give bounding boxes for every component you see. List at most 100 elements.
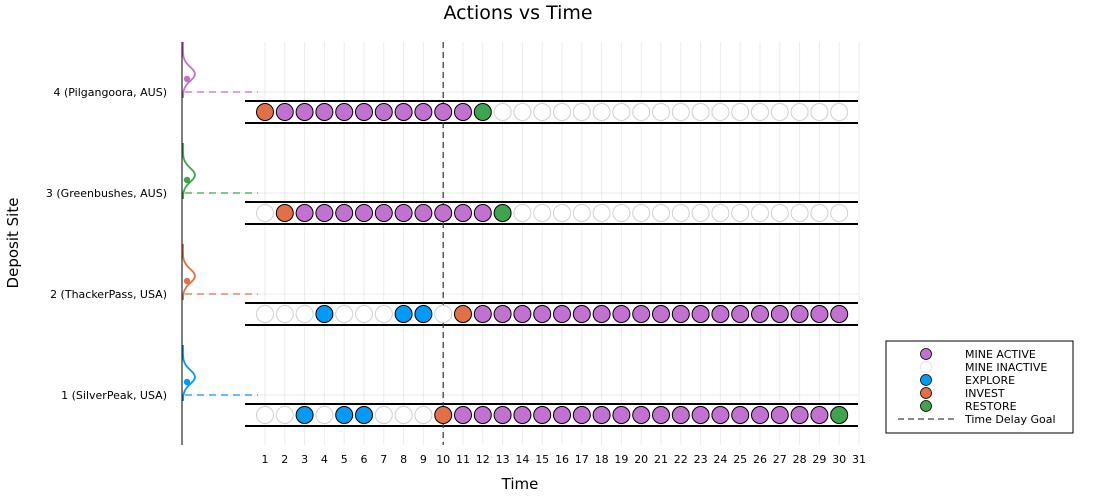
action-marker-site1-t28 <box>790 406 809 424</box>
x-tick-label: 21 <box>654 453 668 466</box>
action-marker-site4-t21 <box>652 103 670 121</box>
action-marker-site1-t4 <box>315 406 334 424</box>
action-marker-site1-t5 <box>335 406 354 424</box>
action-marker-site2-t29 <box>810 305 829 323</box>
x-axis-title: Time <box>501 475 539 493</box>
action-marker-site2-t4 <box>315 305 334 323</box>
action-marker-site3-t9 <box>414 204 433 222</box>
action-marker-site2-t12 <box>473 305 492 323</box>
action-marker-site3-t13 <box>493 204 512 222</box>
x-tick-label: 12 <box>476 453 490 466</box>
x-tick-label: 7 <box>380 453 387 466</box>
x-tick-label: 14 <box>515 453 529 466</box>
legend-label: INVEST <box>965 387 1005 400</box>
action-marker-site2-t8 <box>394 305 413 323</box>
x-tick-label: 17 <box>575 453 589 466</box>
action-marker-site4-t19 <box>612 103 631 121</box>
x-tick-label: 16 <box>555 453 569 466</box>
action-marker-site4-t4 <box>315 103 334 121</box>
action-marker-site3-t7 <box>374 204 393 222</box>
x-tick-label: 30 <box>832 453 846 466</box>
legend-label: MINE INACTIVE <box>965 361 1047 374</box>
action-marker-site3-t1 <box>256 204 274 222</box>
site-density-curve-2 <box>182 244 196 301</box>
action-marker-site1-t15 <box>533 406 552 424</box>
action-marker-site4-t12 <box>473 103 492 121</box>
site-tracks <box>185 91 858 427</box>
action-marker-site1-t26 <box>751 406 769 424</box>
x-tick-label: 28 <box>793 453 807 466</box>
site-density-curve-4 <box>182 42 196 99</box>
action-marker-site1-t3 <box>295 406 314 424</box>
x-tick-label: 18 <box>595 453 609 466</box>
action-marker-site2-t18 <box>592 305 611 323</box>
legend-marker <box>920 387 932 399</box>
action-marker-site2-t24 <box>711 305 730 323</box>
action-marker-site2-t30 <box>830 305 849 323</box>
x-tick-label: 15 <box>535 453 549 466</box>
x-tick-label: 4 <box>321 453 328 466</box>
action-marker-site3-t26 <box>751 204 769 222</box>
action-marker-site4-t24 <box>711 103 730 121</box>
action-marker-site2-t7 <box>374 305 393 323</box>
legend-label: EXPLORE <box>965 374 1015 387</box>
action-marker-site3-t11 <box>454 204 472 222</box>
x-tick-label: 10 <box>436 453 450 466</box>
action-marker-site1-t8 <box>394 406 413 424</box>
site-label-3: 3 (Greenbushes, AUS) <box>46 187 167 200</box>
action-marker-site1-t27 <box>770 406 789 424</box>
legend-marker <box>920 374 932 386</box>
action-marker-site2-t16 <box>553 305 571 323</box>
x-tick-label: 2 <box>281 453 288 466</box>
action-marker-site2-t25 <box>731 305 750 323</box>
action-marker-site3-t25 <box>731 204 750 222</box>
action-marker-site1-t14 <box>513 406 532 424</box>
legend-label: Time Delay Goal <box>964 413 1056 426</box>
site-labels: 1 (SilverPeak, USA) 2 (ThackerPass, USA) 3… <box>46 86 167 402</box>
action-marker-site3-t15 <box>533 204 552 222</box>
site-density-marker-3 <box>183 176 191 184</box>
action-marker-site3-t2 <box>275 204 294 222</box>
action-marker-site1-t1 <box>256 406 274 424</box>
action-marker-site2-t2 <box>275 305 294 323</box>
action-marker-site4-t22 <box>671 103 690 121</box>
x-tick-label: 29 <box>812 453 826 466</box>
action-marker-site1-t16 <box>553 406 571 424</box>
action-marker-site2-t14 <box>513 305 532 323</box>
x-tick-label: 13 <box>496 453 510 466</box>
action-marker-site1-t12 <box>473 406 492 424</box>
action-marker-site4-t9 <box>414 103 433 121</box>
action-marker-site1-t29 <box>810 406 829 424</box>
x-tick-label: 24 <box>713 453 727 466</box>
action-marker-site2-t20 <box>632 305 651 323</box>
action-marker-site1-t17 <box>572 406 591 424</box>
x-tick-label: 19 <box>614 453 628 466</box>
action-marker-site3-t27 <box>770 204 789 222</box>
action-marker-site2-t17 <box>572 305 591 323</box>
x-tick-label: 26 <box>753 453 767 466</box>
action-marker-site1-t2 <box>275 406 294 424</box>
site-density-marker-4 <box>183 75 191 83</box>
legend-label: RESTORE <box>965 400 1017 413</box>
site-label-2: 2 (ThackerPass, USA) <box>50 288 167 301</box>
action-marker-site1-t19 <box>612 406 631 424</box>
action-marker-site3-t18 <box>592 204 611 222</box>
action-marker-site3-t30 <box>830 204 849 222</box>
action-marker-site1-t18 <box>592 406 611 424</box>
action-marker-site4-t2 <box>275 103 294 121</box>
action-marker-site2-t26 <box>751 305 769 323</box>
action-marker-site4-t20 <box>632 103 651 121</box>
x-tick-label: 3 <box>301 453 308 466</box>
action-marker-site2-t22 <box>671 305 690 323</box>
action-marker-site2-t15 <box>533 305 552 323</box>
action-marker-site1-t24 <box>711 406 730 424</box>
action-marker-site2-t5 <box>335 305 354 323</box>
action-marker-site2-t11 <box>454 305 472 323</box>
action-marker-site2-t6 <box>355 305 373 323</box>
x-tick-label: 25 <box>733 453 747 466</box>
x-tick-label: 23 <box>694 453 708 466</box>
action-marker-site3-t14 <box>513 204 532 222</box>
action-marker-site3-t24 <box>711 204 730 222</box>
